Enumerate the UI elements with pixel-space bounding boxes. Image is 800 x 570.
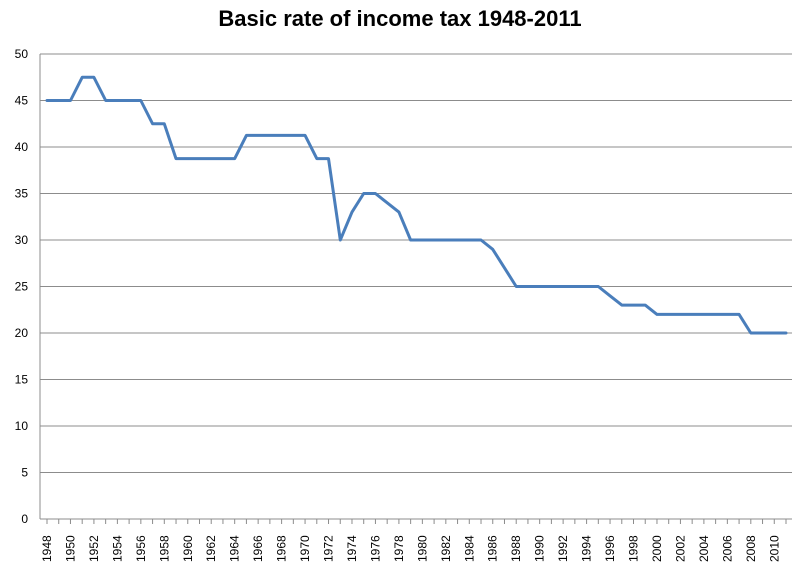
y-tick-label-25: 25 xyxy=(15,280,29,294)
y-tick-label-30: 30 xyxy=(15,233,29,247)
x-tick-label-1982: 1982 xyxy=(439,535,453,562)
x-tick-label-1986: 1986 xyxy=(486,535,500,562)
x-tick-label-1970: 1970 xyxy=(298,535,312,562)
y-tick-label-5: 5 xyxy=(21,466,28,480)
series-line-0 xyxy=(45,75,788,335)
y-tick-label-15: 15 xyxy=(15,373,29,387)
y-tick-label-35: 35 xyxy=(15,187,29,201)
y-tick-label-45: 45 xyxy=(15,94,29,108)
x-tick-label-1958: 1958 xyxy=(157,535,171,562)
x-tick-label-1964: 1964 xyxy=(228,535,242,562)
x-tick-label-1960: 1960 xyxy=(181,535,195,562)
x-tick-label-1992: 1992 xyxy=(556,535,570,562)
x-tick-label-1962: 1962 xyxy=(204,535,218,562)
x-tick-label-1952: 1952 xyxy=(87,535,101,562)
x-tick-label-1998: 1998 xyxy=(627,535,641,562)
y-tick-label-40: 40 xyxy=(15,140,29,154)
y-tick-label-10: 10 xyxy=(15,419,29,433)
x-tick-label-2008: 2008 xyxy=(744,535,758,562)
x-tick-label-1966: 1966 xyxy=(251,535,265,562)
x-tick-label-2006: 2006 xyxy=(720,535,734,562)
x-tick-label-2010: 2010 xyxy=(767,535,781,562)
x-tick-label-1984: 1984 xyxy=(462,535,476,562)
x-tick-label-1980: 1980 xyxy=(415,535,429,562)
x-tick-label-1968: 1968 xyxy=(275,535,289,562)
x-tick-label-1976: 1976 xyxy=(368,535,382,562)
x-tick-label-1996: 1996 xyxy=(603,535,617,562)
y-tick-label-20: 20 xyxy=(15,326,29,340)
x-tick-label-1972: 1972 xyxy=(322,535,336,562)
x-tick-label-1954: 1954 xyxy=(110,535,124,562)
x-tick-label-1974: 1974 xyxy=(345,535,359,562)
y-tick-label-0: 0 xyxy=(21,512,28,526)
x-tick-label-1978: 1978 xyxy=(392,535,406,562)
chart-title: Basic rate of income tax 1948-2011 xyxy=(218,6,582,31)
x-tick-label-1950: 1950 xyxy=(63,535,77,562)
y-tick-label-50: 50 xyxy=(15,47,29,61)
x-tick-label-1948: 1948 xyxy=(40,535,54,562)
x-tick-label-1990: 1990 xyxy=(533,535,547,562)
x-tick-label-2000: 2000 xyxy=(650,535,664,562)
x-tick-label-2004: 2004 xyxy=(697,535,711,562)
x-tick-label-1994: 1994 xyxy=(580,535,594,562)
x-tick-label-2002: 2002 xyxy=(673,535,687,562)
x-tick-label-1988: 1988 xyxy=(509,535,523,562)
x-tick-label-1956: 1956 xyxy=(134,535,148,562)
